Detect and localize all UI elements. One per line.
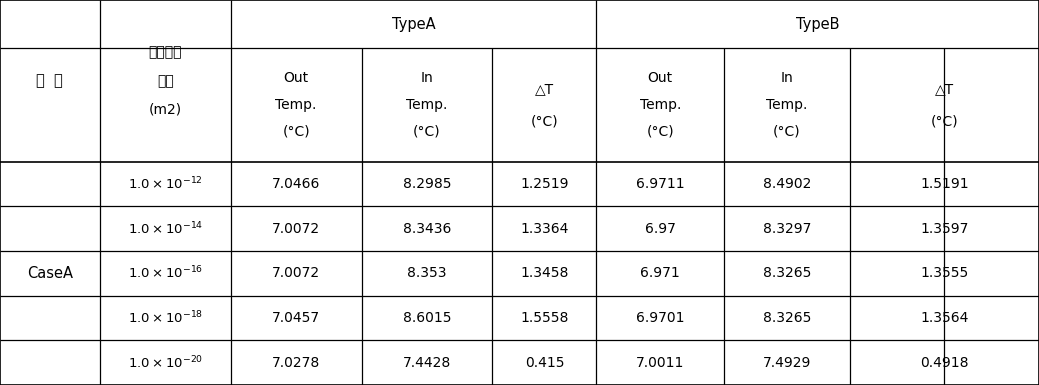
Text: $1.0\times10^{-18}$: $1.0\times10^{-18}$ <box>128 310 203 326</box>
Text: 1.3458: 1.3458 <box>521 266 568 280</box>
Text: 1.5191: 1.5191 <box>921 177 968 191</box>
Text: (°C): (°C) <box>283 125 310 139</box>
Text: 구  분: 구 분 <box>36 74 63 88</box>
Text: △T: △T <box>935 82 954 96</box>
Text: 7.4929: 7.4929 <box>763 356 811 370</box>
Text: (°C): (°C) <box>414 125 441 139</box>
Text: TypeB: TypeB <box>796 17 840 32</box>
Text: Out: Out <box>647 71 673 85</box>
Text: (°C): (°C) <box>531 114 558 128</box>
Text: 7.0278: 7.0278 <box>272 356 320 370</box>
Text: △T: △T <box>535 82 554 96</box>
Text: 0.415: 0.415 <box>525 356 564 370</box>
Text: CaseA: CaseA <box>27 266 73 281</box>
Text: $1.0\times10^{-12}$: $1.0\times10^{-12}$ <box>128 176 203 192</box>
Text: 계수: 계수 <box>157 74 174 88</box>
Text: (°C): (°C) <box>931 114 958 128</box>
Text: 6.9701: 6.9701 <box>636 311 685 325</box>
Text: 8.3265: 8.3265 <box>763 311 811 325</box>
Text: 7.0072: 7.0072 <box>272 266 320 280</box>
Text: Temp.: Temp. <box>406 98 448 112</box>
Text: 1.3364: 1.3364 <box>521 222 568 236</box>
Text: 고유투수: 고유투수 <box>149 45 182 59</box>
Text: 8.2985: 8.2985 <box>403 177 451 191</box>
Text: (m2): (m2) <box>149 103 182 117</box>
Text: 7.0457: 7.0457 <box>272 311 320 325</box>
Text: 1.3555: 1.3555 <box>921 266 968 280</box>
Text: 1.3597: 1.3597 <box>921 222 968 236</box>
Text: 7.0011: 7.0011 <box>636 356 685 370</box>
Text: TypeA: TypeA <box>392 17 435 32</box>
Text: 8.3297: 8.3297 <box>763 222 811 236</box>
Text: 6.97: 6.97 <box>645 222 675 236</box>
Text: 1.5558: 1.5558 <box>521 311 568 325</box>
Text: 8.3265: 8.3265 <box>763 266 811 280</box>
Text: In: In <box>421 71 433 85</box>
Text: $1.0\times10^{-16}$: $1.0\times10^{-16}$ <box>128 265 203 282</box>
Text: (°C): (°C) <box>646 125 674 139</box>
Text: 7.0466: 7.0466 <box>272 177 320 191</box>
Text: 1.3564: 1.3564 <box>921 311 968 325</box>
Text: Temp.: Temp. <box>640 98 681 112</box>
Text: 0.4918: 0.4918 <box>921 356 968 370</box>
Text: 8.353: 8.353 <box>407 266 447 280</box>
Text: 8.4902: 8.4902 <box>763 177 811 191</box>
Text: $1.0\times10^{-14}$: $1.0\times10^{-14}$ <box>128 220 203 237</box>
Text: In: In <box>780 71 794 85</box>
Text: 6.9711: 6.9711 <box>636 177 685 191</box>
Text: $1.0\times10^{-20}$: $1.0\times10^{-20}$ <box>128 354 203 371</box>
Text: 8.6015: 8.6015 <box>403 311 451 325</box>
Text: (°C): (°C) <box>773 125 801 139</box>
Text: Out: Out <box>284 71 309 85</box>
Text: Temp.: Temp. <box>767 98 807 112</box>
Text: 7.0072: 7.0072 <box>272 222 320 236</box>
Text: Temp.: Temp. <box>275 98 317 112</box>
Text: 7.4428: 7.4428 <box>403 356 451 370</box>
Text: 8.3436: 8.3436 <box>403 222 451 236</box>
Text: 6.971: 6.971 <box>640 266 681 280</box>
Text: 1.2519: 1.2519 <box>521 177 568 191</box>
